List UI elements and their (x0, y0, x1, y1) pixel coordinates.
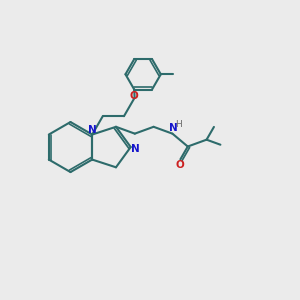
Text: N: N (88, 124, 97, 134)
Text: N: N (131, 143, 140, 154)
Text: H: H (175, 120, 182, 129)
Text: O: O (176, 160, 184, 170)
Text: N: N (169, 123, 177, 134)
Text: O: O (130, 91, 138, 101)
